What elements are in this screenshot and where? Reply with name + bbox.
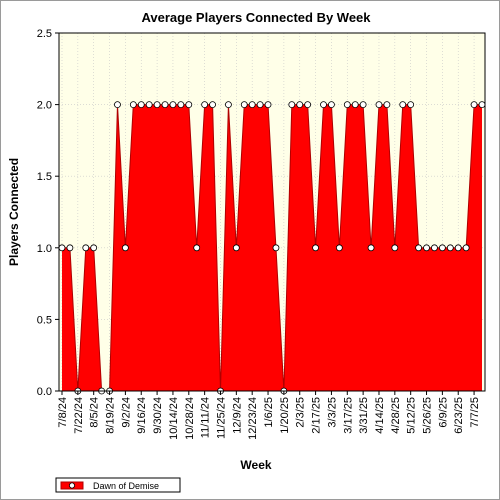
data-point — [137, 101, 145, 108]
x-tick-label: 3/31/25 — [358, 397, 370, 434]
data-point — [335, 244, 343, 252]
legend-box — [55, 477, 181, 493]
data-point — [201, 101, 209, 108]
plot-area — [58, 32, 486, 395]
data-point — [470, 101, 478, 108]
x-tick-label: 10/14/24 — [168, 397, 180, 440]
data-point — [145, 101, 153, 108]
data-point — [114, 101, 121, 108]
data-point — [272, 244, 280, 252]
data-point — [415, 244, 423, 252]
x-tick-label: 5/12/25 — [406, 397, 418, 434]
data-point — [240, 101, 248, 108]
data-point — [375, 101, 383, 108]
y-tick-label: 0.5 — [37, 314, 52, 326]
y-axis-label: Players Connected — [7, 158, 21, 266]
data-point — [58, 244, 66, 252]
x-tick-label: 4/14/25 — [374, 397, 386, 434]
legend-marker — [69, 482, 76, 489]
x-tick-label: 6/23/25 — [453, 397, 465, 434]
x-tick-label: 9/16/24 — [136, 397, 148, 434]
data-point — [351, 101, 359, 108]
x-tick-label: 2/3/25 — [295, 397, 307, 428]
chart-title: Average Players Connected By Week — [141, 10, 371, 25]
data-point — [153, 101, 161, 108]
x-tick-label: 6/9/25 — [437, 397, 449, 428]
data-point — [399, 101, 407, 108]
x-tick-label: 10/28/24 — [184, 397, 196, 440]
data-point — [446, 244, 454, 252]
data-point — [478, 101, 486, 108]
data-point — [407, 101, 415, 108]
x-tick-label: 7/22/24 — [73, 397, 85, 434]
y-tick-label: 1.0 — [37, 243, 52, 255]
data-point — [82, 244, 90, 252]
x-tick-label: 5/26/25 — [422, 397, 434, 434]
data-point — [438, 244, 446, 252]
x-tick-label: 4/28/25 — [390, 397, 402, 434]
data-point — [225, 101, 232, 108]
data-point — [423, 244, 430, 252]
y-tick-label: 2.0 — [37, 100, 52, 112]
x-tick-label: 1/6/25 — [263, 397, 275, 428]
data-point — [209, 101, 216, 108]
x-axis-ticks: 7/8/24 7/22/24 8/5/24 8/19/24 9/2/24 9/16/24 9… — [57, 391, 481, 440]
data-point — [129, 101, 137, 108]
x-tick-label: 12/23/24 — [247, 397, 259, 440]
data-point — [177, 101, 185, 108]
data-point — [161, 101, 169, 108]
data-point — [185, 101, 193, 108]
x-axis-label: Week — [240, 458, 271, 472]
y-tick-label: 1.5 — [37, 171, 52, 183]
plot-border — [58, 32, 486, 392]
data-point — [248, 101, 256, 108]
data-point — [90, 244, 98, 252]
y-tick-label: 2.5 — [37, 28, 52, 40]
x-tick-label: 8/19/24 — [105, 397, 117, 434]
x-tick-label: 9/2/24 — [120, 397, 132, 428]
y-axis-ticks: 0.0 0.5 1.0 1.5 2.0 2.5 — [37, 28, 59, 398]
series-area — [62, 104, 482, 391]
data-point — [232, 244, 240, 252]
data-point — [359, 101, 367, 108]
x-tick-label: 3/17/25 — [342, 397, 354, 434]
data-point — [122, 244, 129, 252]
data-point — [296, 101, 304, 108]
series-line — [62, 104, 482, 392]
x-tick-label: 8/5/24 — [89, 397, 101, 428]
x-tick-label: 12/9/24 — [231, 397, 243, 434]
data-point — [383, 101, 391, 108]
y-tick-label: 0.0 — [37, 386, 52, 398]
data-point — [391, 244, 399, 252]
data-point — [193, 244, 201, 252]
legend-label: Dawn of Demise — [93, 481, 159, 491]
data-point — [431, 244, 438, 252]
data-point — [304, 101, 312, 108]
data-point — [256, 101, 264, 108]
data-point — [264, 101, 272, 108]
data-point — [343, 101, 351, 108]
data-point — [462, 244, 470, 252]
data-point — [66, 244, 74, 252]
legend: Dawn of Demise — [55, 477, 181, 493]
x-tick-label: 2/17/25 — [311, 397, 323, 434]
x-tick-label: 1/20/25 — [279, 397, 291, 434]
data-point — [367, 244, 375, 252]
x-tick-label: 9/30/24 — [152, 397, 164, 434]
data-point — [328, 101, 335, 108]
x-tick-label: 3/3/25 — [326, 397, 338, 428]
x-tick-label: 11/11/24 — [200, 397, 212, 438]
x-tick-label: 7/7/25 — [469, 397, 481, 428]
data-point — [288, 101, 296, 108]
data-point — [454, 244, 462, 252]
x-tick-label: 7/8/24 — [57, 397, 69, 428]
data-point — [320, 101, 327, 108]
data-point — [312, 244, 319, 252]
x-tick-label: 11/25/24 — [215, 397, 227, 439]
data-point — [169, 101, 177, 108]
